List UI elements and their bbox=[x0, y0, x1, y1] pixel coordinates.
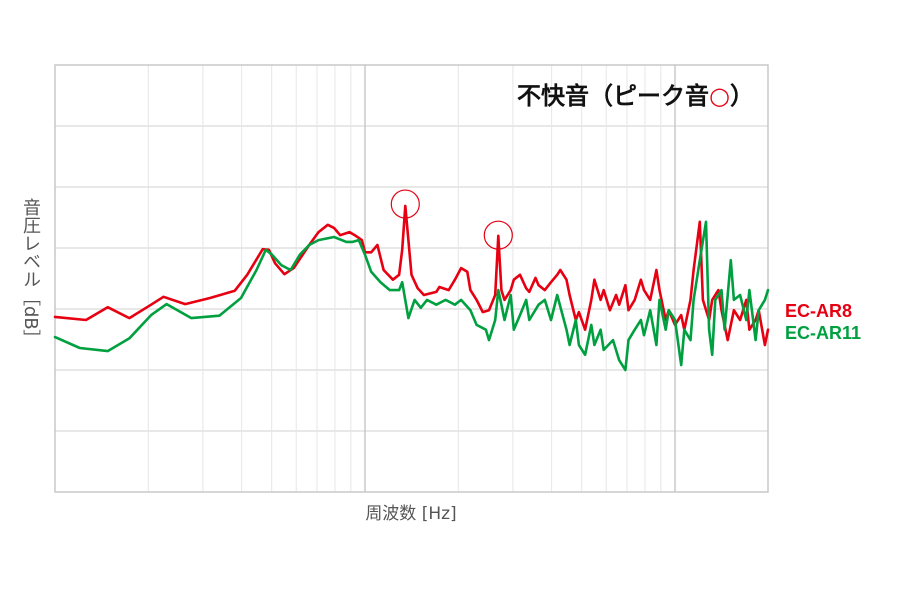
peak-marker-circle bbox=[390, 189, 420, 219]
chart-title-text: 不快音（ピーク音 bbox=[517, 82, 710, 110]
chart-title: 不快音（ピーク音○） bbox=[517, 84, 754, 108]
legend-label-ec-ar11: EC-AR11 bbox=[785, 323, 862, 343]
peak-markers bbox=[390, 189, 513, 250]
grid bbox=[55, 65, 768, 492]
series-lines bbox=[53, 204, 770, 372]
peak-marker-circle bbox=[483, 220, 513, 250]
series-line-ec-ar8 bbox=[53, 204, 770, 347]
peak-mark-symbol: ○ bbox=[709, 82, 730, 110]
chart-title-close: ） bbox=[730, 82, 754, 110]
legend-label-ec-ar8: EC-AR8 bbox=[785, 301, 853, 321]
series-line-ec-ar11 bbox=[53, 220, 770, 372]
plot-border bbox=[54, 64, 769, 493]
y-axis-label: 音圧レベル［dB］ bbox=[20, 198, 41, 348]
x-axis-label: 周波数 [Hz] bbox=[365, 504, 457, 524]
